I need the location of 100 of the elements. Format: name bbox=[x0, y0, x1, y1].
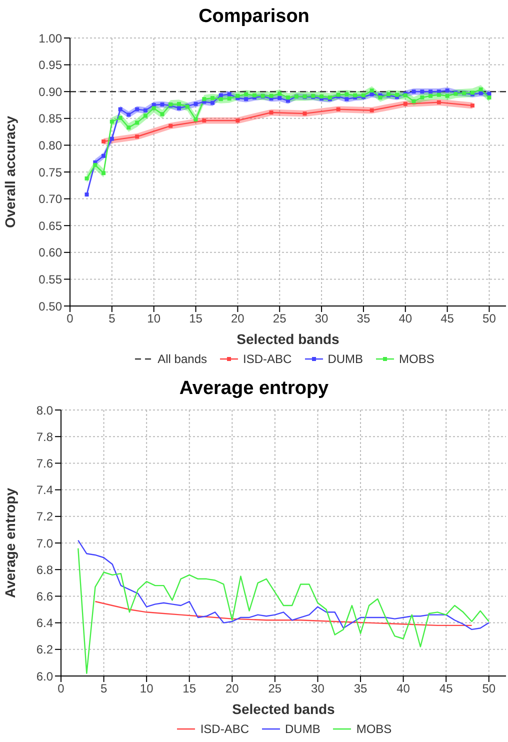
point bbox=[353, 93, 358, 98]
point bbox=[428, 94, 433, 98]
legend-label: All bands bbox=[158, 352, 207, 366]
point bbox=[135, 120, 140, 125]
point bbox=[93, 163, 98, 168]
x-tick-label: 45 bbox=[439, 682, 454, 696]
point bbox=[269, 110, 274, 115]
point bbox=[110, 136, 114, 141]
point bbox=[126, 112, 131, 117]
y-tick-label: 6.2 bbox=[36, 642, 54, 657]
point bbox=[210, 100, 215, 105]
point bbox=[436, 100, 441, 104]
point bbox=[244, 97, 248, 102]
point bbox=[102, 171, 106, 176]
y-tick-label: 7.2 bbox=[36, 510, 54, 524]
y-tick-label: 7.0 bbox=[36, 536, 54, 550]
y-tick-label: 0.95 bbox=[38, 58, 62, 72]
point bbox=[177, 106, 181, 110]
y-tick-label: 0.55 bbox=[38, 272, 62, 286]
chart-title: Average entropy bbox=[179, 378, 329, 399]
point bbox=[110, 120, 114, 124]
x-tick-label: 10 bbox=[140, 682, 154, 696]
line-series bbox=[78, 548, 490, 674]
y-tick-label: 0.65 bbox=[38, 218, 62, 233]
x-tick-label: 45 bbox=[440, 312, 454, 326]
point bbox=[344, 97, 349, 102]
y-tick-label: 0.50 bbox=[38, 299, 62, 314]
line-series bbox=[78, 540, 490, 630]
point bbox=[278, 96, 282, 100]
point bbox=[487, 95, 492, 100]
legend-label: DUMB bbox=[328, 352, 364, 366]
y-tick-label: 7.4 bbox=[36, 483, 54, 498]
point bbox=[210, 96, 215, 100]
point bbox=[152, 106, 156, 110]
x-tick-label: 40 bbox=[396, 682, 410, 696]
y-tick-label: 6.4 bbox=[36, 616, 54, 630]
chart-title: Comparison bbox=[198, 6, 310, 27]
point bbox=[236, 118, 240, 123]
point bbox=[202, 97, 206, 102]
point bbox=[143, 108, 148, 112]
point bbox=[126, 126, 131, 130]
point bbox=[286, 95, 290, 100]
y-tick-label: 6.6 bbox=[36, 589, 54, 604]
point bbox=[84, 176, 89, 180]
y-tick-label: 8.0 bbox=[36, 403, 54, 418]
point bbox=[244, 92, 248, 96]
x-tick-label: 50 bbox=[482, 312, 496, 326]
point bbox=[370, 108, 374, 112]
legend-label: MOBS bbox=[399, 352, 434, 366]
y-tick-label: 6.0 bbox=[36, 669, 54, 684]
point bbox=[445, 94, 450, 98]
x-axis-title: Selected bands bbox=[236, 331, 340, 347]
y-tick-label: 1.00 bbox=[38, 31, 62, 46]
x-tick-label: 5 bbox=[100, 682, 108, 696]
point bbox=[470, 104, 474, 108]
point bbox=[118, 116, 122, 120]
point bbox=[135, 134, 140, 139]
point bbox=[227, 96, 232, 101]
y-tick-label: 7.8 bbox=[36, 430, 54, 444]
point bbox=[487, 92, 492, 96]
point bbox=[236, 94, 240, 98]
x-tick-label: 20 bbox=[225, 682, 240, 696]
point bbox=[370, 92, 374, 96]
point bbox=[403, 102, 408, 106]
point bbox=[436, 92, 441, 97]
point bbox=[102, 139, 106, 144]
legend-label: ISD-ABC bbox=[243, 352, 292, 366]
point bbox=[370, 88, 374, 93]
point bbox=[336, 107, 340, 112]
point bbox=[320, 94, 324, 98]
y-tick-label: 6.8 bbox=[36, 562, 54, 577]
point bbox=[302, 112, 307, 116]
line-series bbox=[94, 600, 472, 626]
point bbox=[168, 124, 173, 128]
x-tick-label: 40 bbox=[398, 312, 412, 326]
y-tick-label: 0.60 bbox=[38, 246, 62, 260]
point bbox=[269, 94, 274, 98]
legend-label: ISD-ABC bbox=[200, 722, 249, 736]
x-tick-label: 30 bbox=[314, 312, 329, 326]
point bbox=[218, 97, 223, 102]
point bbox=[344, 92, 349, 96]
x-tick-label: 25 bbox=[272, 312, 287, 326]
y-tick-label: 0.90 bbox=[38, 84, 62, 99]
point bbox=[478, 87, 483, 92]
point bbox=[194, 117, 198, 122]
point bbox=[102, 154, 106, 158]
x-tick-label: 35 bbox=[354, 682, 368, 696]
legend-label: MOBS bbox=[356, 722, 392, 736]
y-tick-label: 0.75 bbox=[38, 165, 62, 180]
x-tick-label: 0 bbox=[58, 682, 65, 696]
point bbox=[84, 192, 89, 197]
point bbox=[160, 112, 164, 116]
x-tick-label: 0 bbox=[66, 312, 74, 326]
point bbox=[412, 99, 416, 104]
y-tick-label: 0.85 bbox=[38, 112, 62, 126]
point bbox=[118, 107, 122, 112]
point bbox=[420, 95, 424, 100]
point bbox=[420, 90, 424, 94]
x-tick-label: 50 bbox=[482, 682, 496, 696]
x-tick-label: 10 bbox=[147, 312, 161, 326]
